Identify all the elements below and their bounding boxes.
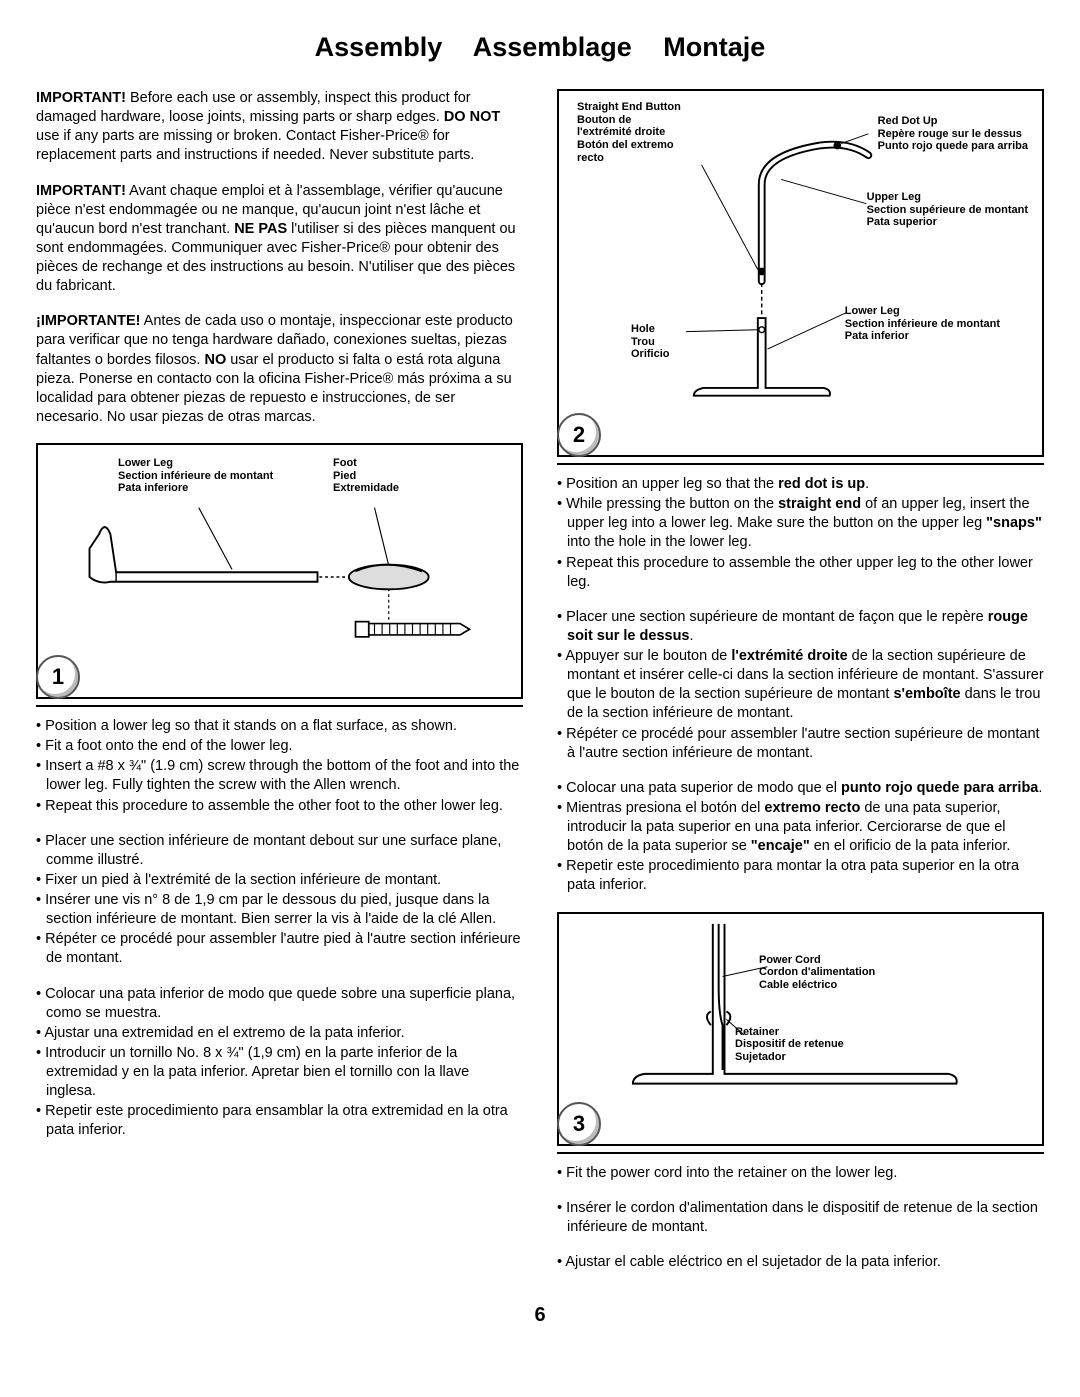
intro-en: IMPORTANT! Before each use or assembly, … — [36, 89, 523, 166]
divider — [557, 1152, 1044, 1154]
intro-fr: IMPORTANT! Avant chaque emploi et à l'as… — [36, 182, 523, 297]
step2-en: Position an upper leg so that the red do… — [557, 475, 1044, 592]
right-column: 2 Straight End Button Bouton de l'extrém… — [557, 89, 1044, 1288]
divider — [36, 705, 523, 707]
page-title: Assembly Assemblage Montaje — [36, 32, 1044, 63]
step3-es: Ajustar el cable eléctrico en el sujetad… — [557, 1253, 1044, 1272]
step1-en: Position a lower leg so that it stands o… — [36, 717, 523, 816]
page-number: 6 — [36, 1304, 1044, 1327]
left-column: IMPORTANT! Before each use or assembly, … — [36, 89, 523, 1288]
figure-1: 1 Lower Leg Section inférieure de montan… — [36, 443, 523, 699]
fig1-drawing — [38, 463, 521, 653]
step3-fr: Insérer le cordon d'alimentation dans le… — [557, 1199, 1044, 1237]
fig3-drawing — [559, 918, 1042, 1108]
step-number-1: 1 — [36, 655, 80, 699]
figure-3: 3 Power Cord Cordon d'alimentation Cable… — [557, 912, 1044, 1146]
step1-fr: Placer une section inférieure de montant… — [36, 832, 523, 969]
figure-2: 2 Straight End Button Bouton de l'extrém… — [557, 89, 1044, 457]
divider — [557, 463, 1044, 465]
step2-fr: Placer une section supérieure de montant… — [557, 608, 1044, 763]
step-number-3: 3 — [557, 1102, 601, 1146]
step3-en: Fit the power cord into the retainer on … — [557, 1164, 1044, 1183]
step-number-2: 2 — [557, 413, 601, 457]
fig2-drawing — [559, 97, 1042, 417]
step2-es: Colocar una pata superior de modo que el… — [557, 779, 1044, 896]
step1-es: Colocar una pata inferior de modo que qu… — [36, 985, 523, 1141]
intro-es: ¡IMPORTANTE! Antes de cada uso o montaje… — [36, 312, 523, 427]
